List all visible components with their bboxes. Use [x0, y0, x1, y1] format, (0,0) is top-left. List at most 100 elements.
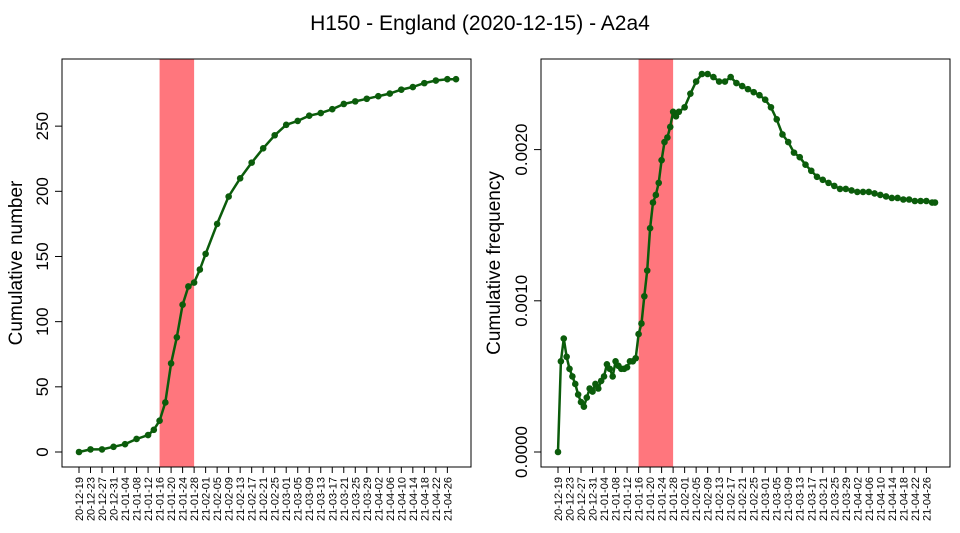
data-point — [692, 78, 700, 85]
x-tick-label: 21-04-14 — [887, 477, 899, 521]
data-point — [715, 78, 723, 85]
x-tick-label: 20-12-19 — [74, 477, 86, 521]
x-tick-label: 21-02-01 — [201, 477, 213, 521]
y-axis-label: Cumulative frequency — [484, 171, 505, 355]
data-point — [571, 380, 579, 388]
data-point — [202, 250, 209, 258]
x-tick-label: 20-12-23 — [565, 477, 577, 521]
data-point — [248, 159, 255, 166]
x-tick-label: 21-01-28 — [189, 477, 201, 521]
x-tick-label: 21-04-22 — [910, 477, 922, 521]
data-point — [761, 96, 769, 104]
x-tick-label: 21-02-09 — [224, 477, 236, 521]
data-point — [779, 131, 786, 138]
data-point — [658, 156, 665, 164]
data-point — [386, 90, 394, 97]
x-tick-label: 21-01-12 — [143, 477, 155, 521]
data-point — [328, 105, 336, 113]
x-tick-label: 21-03-01 — [281, 477, 293, 521]
data-point — [190, 279, 198, 286]
x-tick-label: 21-03-25 — [829, 477, 841, 521]
data-point — [687, 90, 694, 97]
highlight-band — [638, 59, 674, 467]
data-point — [649, 199, 657, 206]
y-axis-label: Cumulative number — [6, 180, 27, 345]
x-tick-label: 21-01-04 — [120, 477, 132, 521]
data-point — [374, 92, 382, 100]
data-point — [600, 373, 608, 380]
data-point — [882, 193, 890, 200]
data-point — [213, 220, 221, 228]
y-tick-label: 0.0010 — [512, 275, 531, 327]
data-point — [196, 266, 204, 273]
x-tick-label: 21-02-25 — [270, 477, 282, 521]
data-point — [871, 190, 878, 197]
data-point — [75, 448, 83, 456]
data-point — [282, 121, 290, 129]
y-tick-label: 0 — [33, 447, 52, 456]
data-point — [900, 196, 907, 203]
data-point — [271, 131, 278, 139]
data-point — [666, 123, 674, 131]
x-tick-label: 21-04-26 — [442, 477, 454, 521]
data-point — [681, 103, 688, 111]
data-point — [452, 75, 460, 83]
data-point — [144, 431, 152, 439]
data-point — [185, 283, 192, 290]
x-tick-label: 21-04-14 — [408, 477, 420, 521]
data-point — [888, 194, 896, 202]
data-point — [721, 78, 729, 85]
x-tick-label: 21-01-08 — [611, 477, 623, 521]
data-point — [150, 426, 158, 434]
data-point — [156, 417, 163, 425]
data-point — [877, 191, 884, 199]
data-point — [756, 91, 763, 99]
x-tick-label: 21-02-21 — [258, 477, 270, 521]
data-point — [87, 446, 94, 453]
data-point — [638, 320, 645, 327]
x-tick-label: 21-02-09 — [703, 477, 715, 521]
data-point — [923, 197, 930, 205]
data-point — [173, 333, 181, 341]
data-point — [236, 174, 244, 182]
data-point — [917, 197, 924, 205]
y-tick-label: 150 — [33, 242, 52, 270]
x-tick-label: 20-12-19 — [553, 477, 565, 521]
data-point — [641, 292, 648, 300]
data-point — [825, 179, 832, 187]
data-point — [574, 391, 582, 398]
data-point — [606, 365, 614, 373]
data-point — [225, 193, 232, 200]
data-point — [609, 373, 616, 380]
data-point — [623, 364, 631, 371]
x-tick-label: 20-12-27 — [576, 477, 588, 521]
data-point — [664, 134, 671, 141]
x-tick-label: 21-03-29 — [841, 477, 853, 521]
data-point — [317, 109, 325, 117]
x-tick-label: 21-04-10 — [396, 477, 408, 521]
plot-frame — [61, 58, 472, 468]
data-point — [802, 161, 809, 169]
y-tick-label: 0.0000 — [512, 426, 531, 478]
data-point — [655, 179, 663, 187]
data-point — [179, 301, 186, 309]
x-tick-label: 20-12-27 — [97, 477, 109, 521]
data-point — [931, 199, 939, 206]
data-point — [865, 188, 873, 196]
data-point — [819, 176, 827, 184]
data-point — [162, 399, 169, 406]
data-point — [363, 95, 371, 103]
x-tick-label: 21-04-22 — [431, 477, 443, 521]
data-point — [784, 138, 792, 146]
data-point — [744, 85, 752, 93]
x-tick-label: 20-12-23 — [86, 477, 98, 521]
data-point — [635, 330, 642, 338]
data-point — [652, 191, 660, 199]
x-tick-label: 21-02-13 — [714, 477, 726, 521]
y-tick-label: 0.0020 — [512, 124, 531, 176]
x-tick-label: 21-01-04 — [599, 477, 611, 521]
data-point — [675, 108, 683, 116]
data-point — [259, 144, 267, 152]
data-point — [767, 103, 775, 111]
x-tick-label: 21-02-17 — [247, 477, 259, 521]
